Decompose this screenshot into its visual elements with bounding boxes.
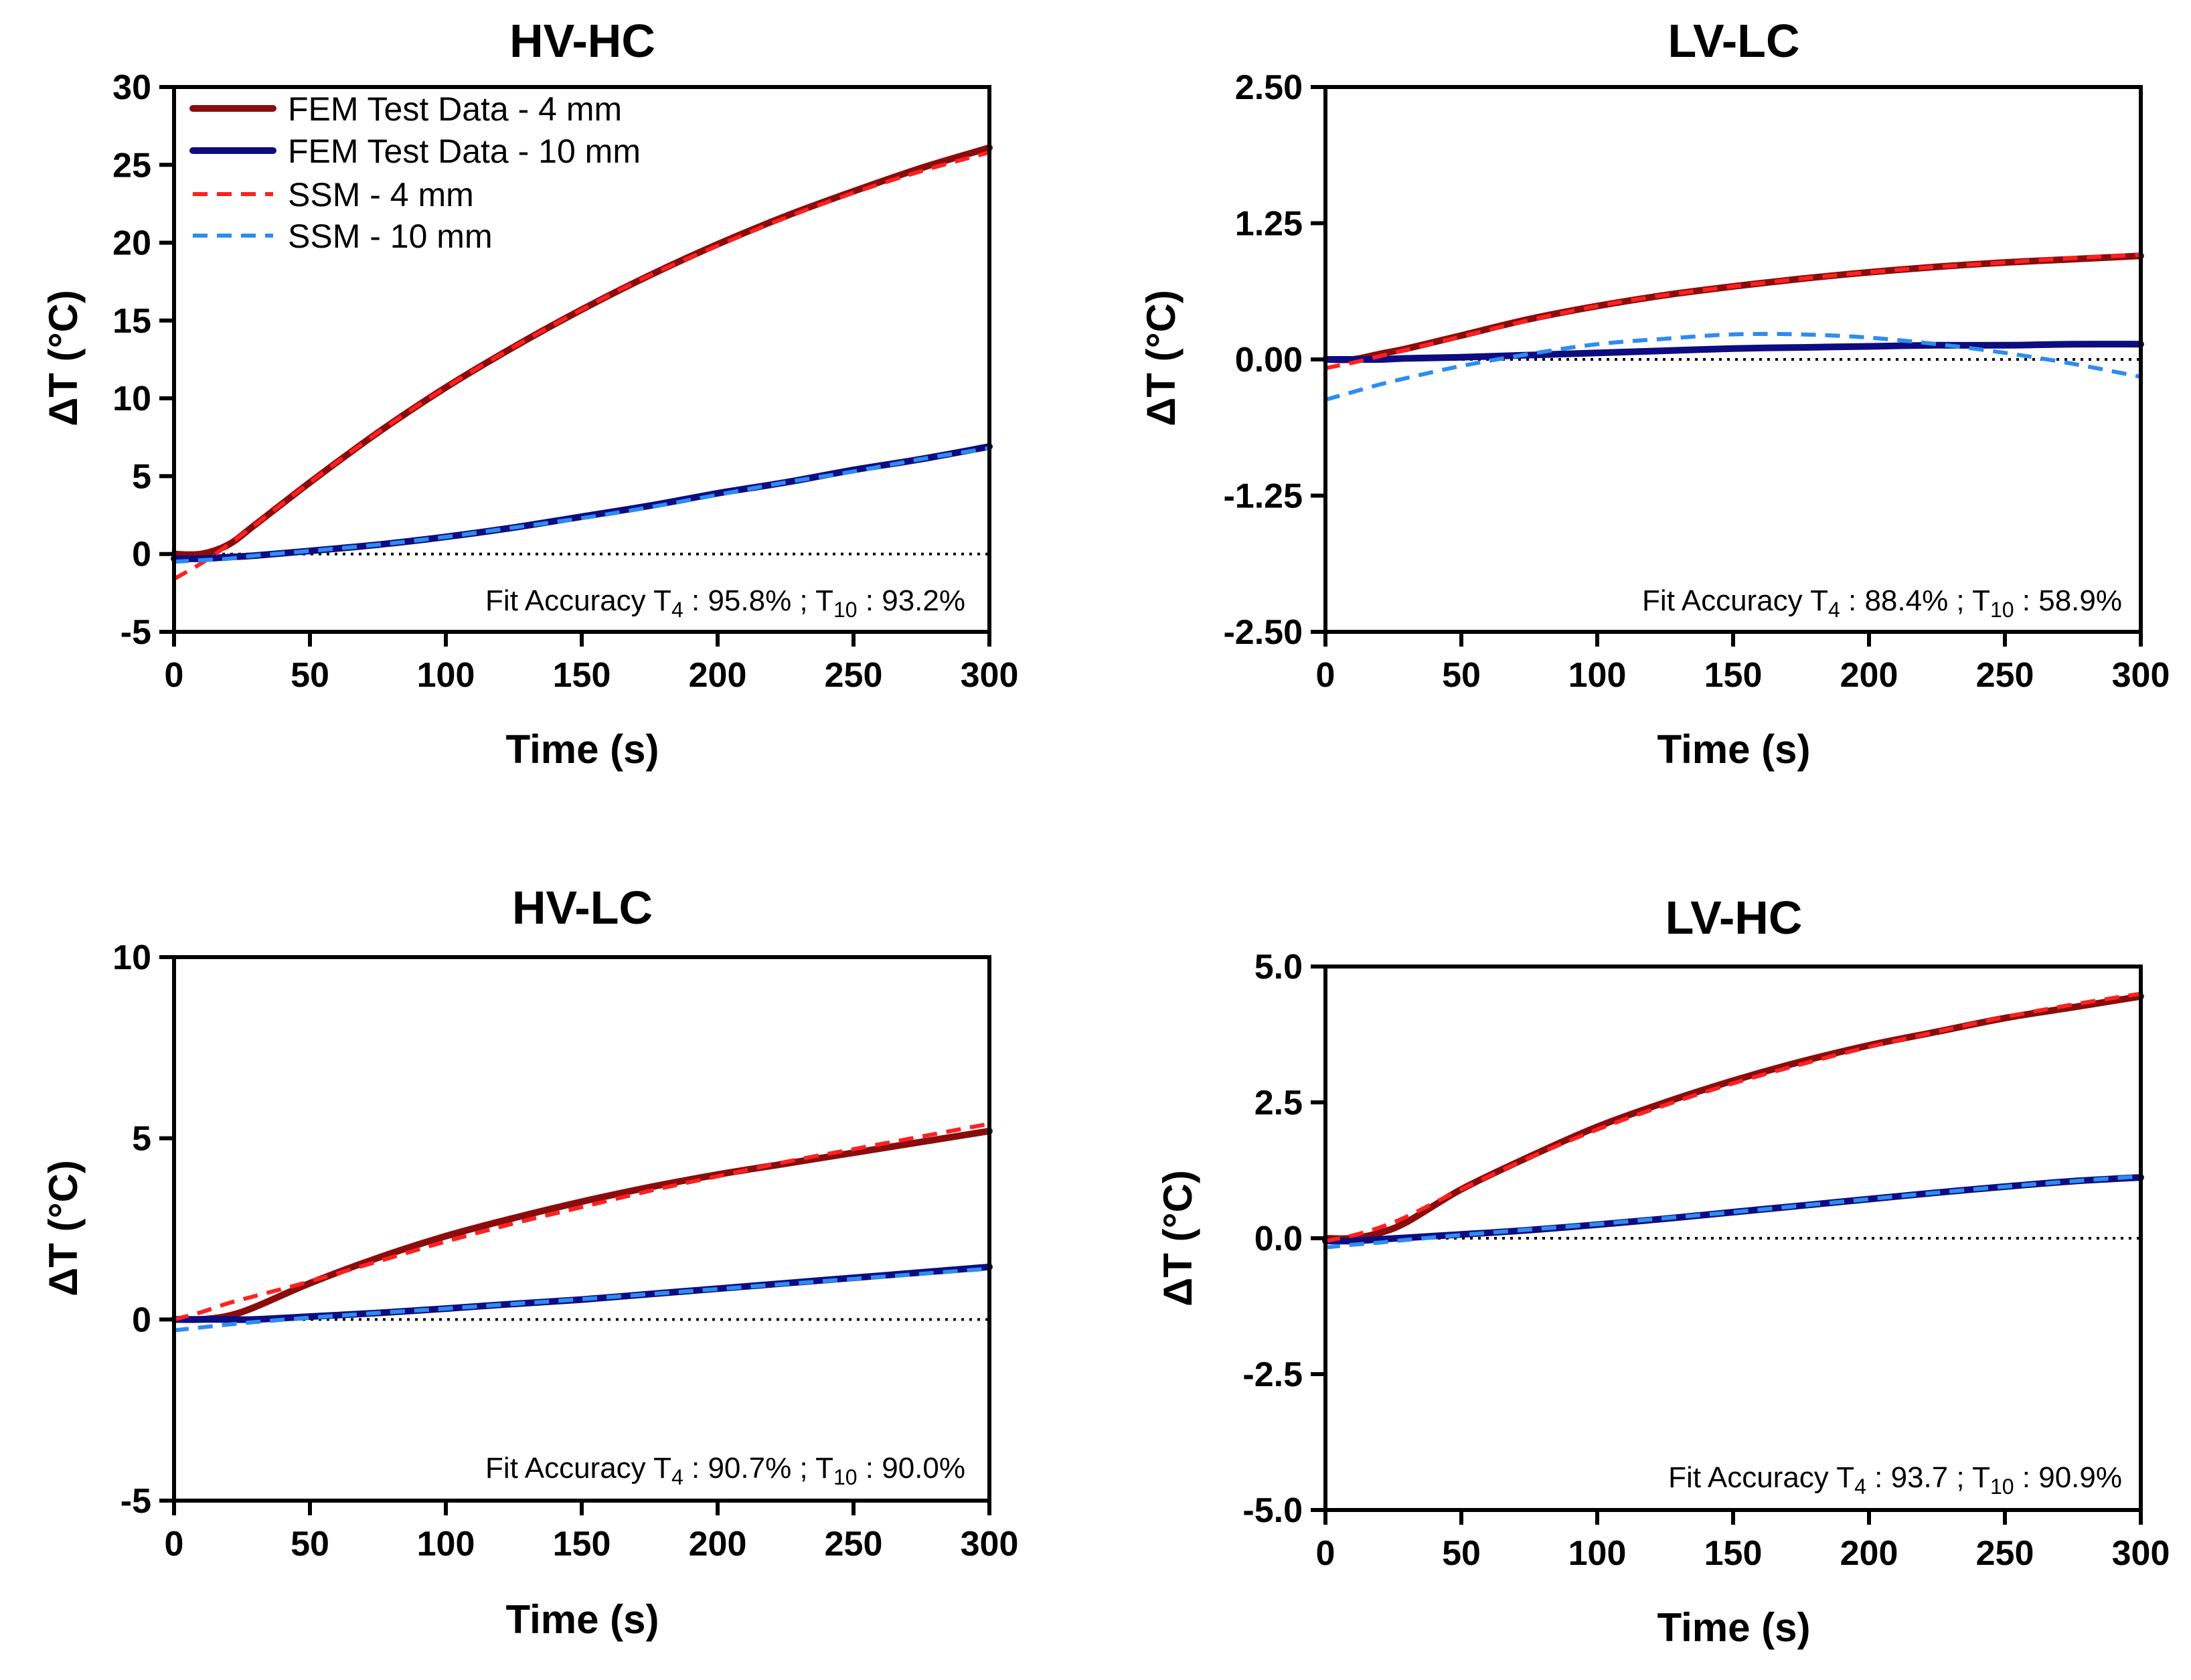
x-tick-label: 100 xyxy=(417,656,475,695)
legend-item-fem-10mm: FEM Test Data - 10 mm xyxy=(189,133,641,170)
chart-title: HV-LC xyxy=(512,881,653,934)
fit-accuracy-label: Fit Accuracy T4 : 95.8% ; T10 : 93.2% xyxy=(485,584,965,622)
series-line-ssm-4mm xyxy=(1325,991,2141,1244)
y-tick-label: -1.25 xyxy=(1223,477,1303,516)
plot-area: 0 50 100 150 200 250 300 -5 0 5 10 xyxy=(112,938,1018,1564)
x-tick-label: 150 xyxy=(553,1525,611,1564)
x-axis-label: Time (s) xyxy=(1657,727,1811,772)
x-tick-label: 200 xyxy=(1840,656,1898,695)
y-tick-label: 15 xyxy=(112,302,151,341)
x-tick-label: 0 xyxy=(1316,656,1335,695)
x-tick-label: 300 xyxy=(2112,656,2170,695)
series-line-fem-10mm xyxy=(1322,341,2144,363)
fit-accuracy-label: Fit Accuracy T4 : 90.7% ; T10 : 90.0% xyxy=(485,1452,965,1489)
plot-area: 0 50 100 150 200 250 300 -5.0 -2.5 0.0 2.5 5.0 xyxy=(1242,948,2170,1573)
x-tick-label: 0 xyxy=(165,656,184,695)
y-tick-label: 20 xyxy=(112,224,151,263)
legend-item-ssm-4mm: SSM - 4 mm xyxy=(193,176,474,214)
x-tick-label: 300 xyxy=(2112,1534,2170,1573)
series-line-fem-4mm xyxy=(171,1127,993,1323)
x-tick-label: 200 xyxy=(1840,1534,1898,1573)
chart-title: LV-HC xyxy=(1666,892,1803,944)
y-tick-label: 1.25 xyxy=(1235,205,1303,244)
x-tick-label: 50 xyxy=(1442,1534,1481,1573)
chart-title: LV-LC xyxy=(1668,15,1799,67)
y-tick-label: 30 xyxy=(112,68,151,107)
y-tick-label: 2.5 xyxy=(1254,1084,1303,1122)
series-line-ssm-4mm xyxy=(173,150,990,581)
series-line-ssm-10mm xyxy=(1325,331,2141,402)
fit-accuracy-label: Fit Accuracy T4 : 93.7 ; T10 : 90.9% xyxy=(1668,1461,2122,1499)
series-line-ssm-4mm xyxy=(1325,252,2141,370)
series-line-fem-10mm xyxy=(1322,1174,2144,1245)
x-tick-label: 250 xyxy=(1976,656,2034,695)
series-line-fem-4mm xyxy=(1322,993,2144,1242)
x-tick-label: 0 xyxy=(1316,1534,1335,1573)
x-tick-label: 150 xyxy=(1704,1534,1763,1573)
y-tick-label: 0.00 xyxy=(1235,341,1303,380)
x-axis-label: Time (s) xyxy=(1657,1605,1811,1650)
x-tick-label: 300 xyxy=(961,1525,1019,1564)
x-tick-label: 100 xyxy=(417,1525,475,1564)
y-tick-label: 0 xyxy=(132,1300,151,1339)
x-tick-label: 50 xyxy=(291,656,329,695)
series-line-ssm-10mm xyxy=(1325,1174,2141,1250)
series-line-fem-10mm xyxy=(171,443,993,562)
x-tick-label: 50 xyxy=(1442,656,1481,695)
plot-area: 0 50 100 150 200 250 300 -2.50 -1.25 0.00 1.25 2.50 xyxy=(1223,68,2170,695)
x-tick-label: 150 xyxy=(1704,656,1763,695)
y-tick-label: 0.0 xyxy=(1254,1220,1303,1258)
plot-frame xyxy=(172,955,991,1503)
y-tick-label: -2.50 xyxy=(1223,613,1303,652)
y-tick-label: 5 xyxy=(132,1120,151,1159)
x-tick-label: 50 xyxy=(291,1525,329,1564)
legend: FEM Test Data - 4 mm FEM Test Data - 10 … xyxy=(189,90,641,255)
x-tick-label: 200 xyxy=(689,656,747,695)
legend-label: FEM Test Data - 4 mm xyxy=(288,90,622,128)
x-tick-label: 200 xyxy=(689,1525,747,1564)
chart-lv-lc: LV-LC Time (s) ΔT (°C) 0 50 100 150 200 250 30… xyxy=(1139,15,2170,772)
y-tick-label: -5 xyxy=(120,1482,151,1521)
legend-item-fem-4mm: FEM Test Data - 4 mm xyxy=(189,90,622,128)
chart-hv-lc: HV-LC Time (s) ΔT (°C) 0 50 100 150 200 250 30… xyxy=(41,881,1018,1642)
x-tick-label: 0 xyxy=(165,1525,184,1564)
legend-label: SSM - 10 mm xyxy=(288,218,493,255)
y-tick-label: 5 xyxy=(132,457,151,496)
x-tick-label: 250 xyxy=(825,656,883,695)
y-tick-label: 25 xyxy=(112,146,151,185)
x-tick-label: 100 xyxy=(1568,656,1627,695)
x-axis-label: Time (s) xyxy=(506,727,659,772)
chart-title: HV-HC xyxy=(509,15,655,67)
legend-label: FEM Test Data - 10 mm xyxy=(288,133,641,170)
y-tick-label: 10 xyxy=(112,938,151,977)
y-axis-label: ΔT (°C) xyxy=(1155,1170,1200,1307)
chart-lv-hc: LV-HC Time (s) ΔT (°C) 0 50 100 150 200 250 30… xyxy=(1155,892,2170,1650)
series-line-ssm-4mm xyxy=(173,1122,990,1322)
y-axis-label: ΔT (°C) xyxy=(1139,290,1184,426)
x-tick-label: 300 xyxy=(961,656,1019,695)
fit-accuracy-label: Fit Accuracy T4 : 88.4% ; T10 : 58.9% xyxy=(1642,584,2122,622)
y-tick-label: -5.0 xyxy=(1242,1491,1303,1530)
legend-label: SSM - 4 mm xyxy=(288,176,474,214)
y-axis-label: ΔT (°C) xyxy=(41,1160,86,1296)
plot-area: 0 50 100 150 200 250 300 -5 0 5 10 15 20 25 30 xyxy=(112,68,1018,695)
legend-item-ssm-10mm: SSM - 10 mm xyxy=(193,218,493,255)
series-line-ssm-10mm xyxy=(173,446,990,564)
chart-hv-hc: HV-HC Time (s) ΔT (°C) 0 50 100 150 200 250 30… xyxy=(41,15,1018,772)
x-axis-label: Time (s) xyxy=(506,1597,659,1642)
x-tick-label: 100 xyxy=(1568,1534,1627,1573)
x-tick-label: 150 xyxy=(553,656,611,695)
x-tick-label: 250 xyxy=(825,1525,883,1564)
y-tick-label: 5.0 xyxy=(1254,948,1303,987)
y-tick-label: -2.5 xyxy=(1242,1355,1303,1394)
series-line-fem-10mm xyxy=(171,1263,993,1323)
y-tick-label: 2.50 xyxy=(1235,68,1303,107)
series-line-ssm-10mm xyxy=(173,1266,990,1333)
y-tick-label: 0 xyxy=(132,535,151,574)
y-axis-label: ΔT (°C) xyxy=(41,290,86,426)
x-tick-label: 250 xyxy=(1976,1534,2034,1573)
y-tick-label: -5 xyxy=(120,613,151,652)
y-tick-label: 10 xyxy=(112,380,151,418)
